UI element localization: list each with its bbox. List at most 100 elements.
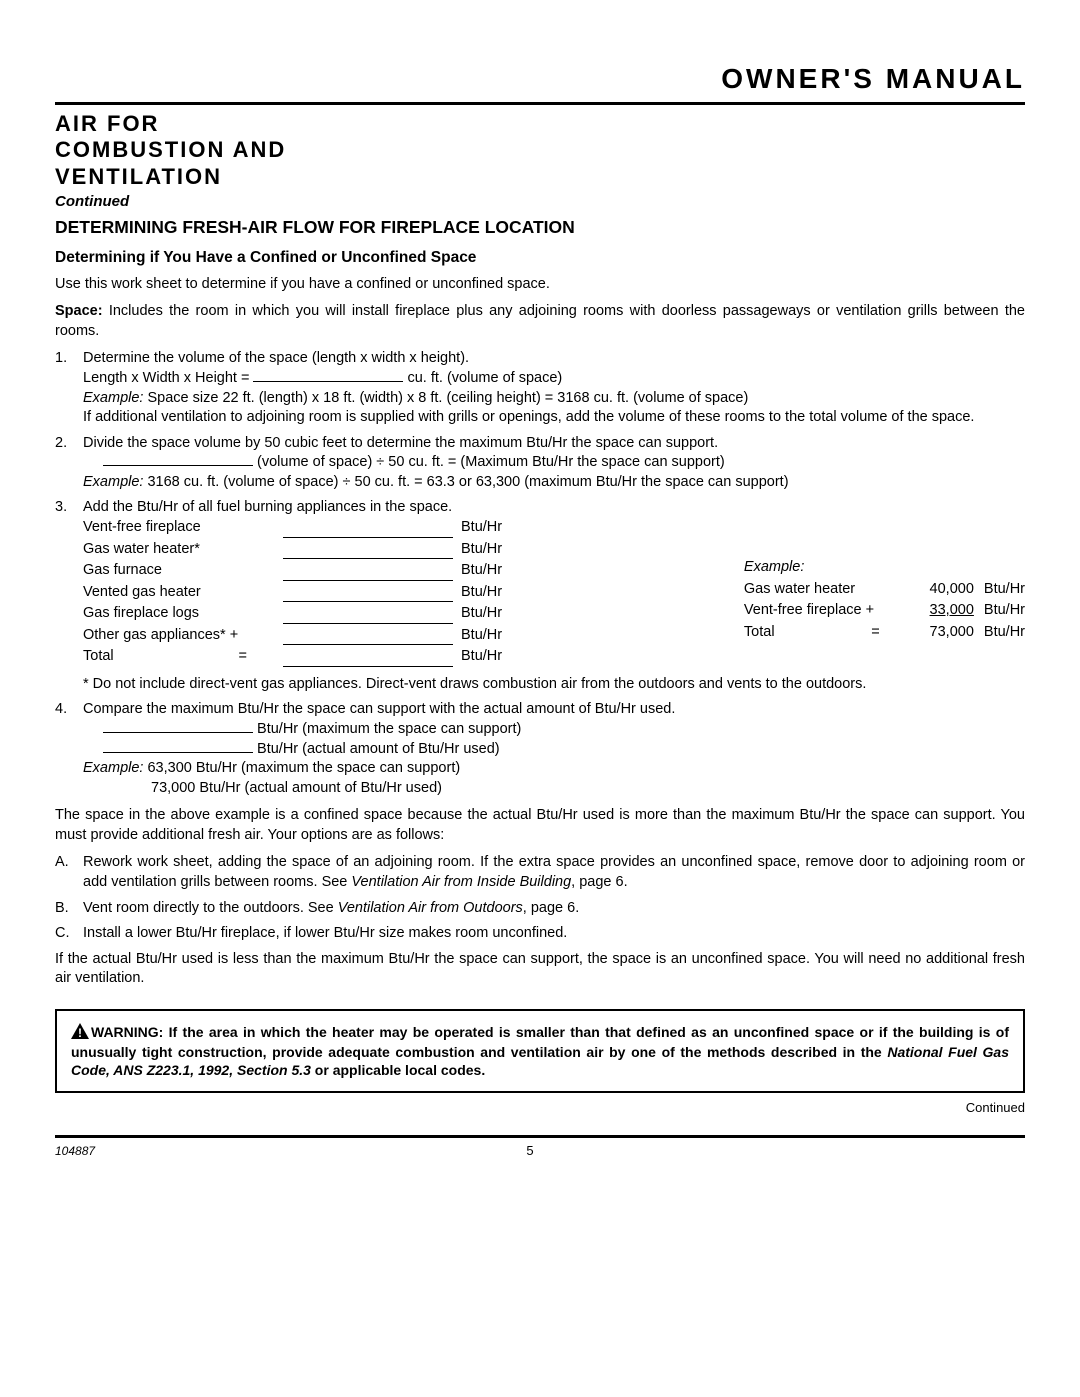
s2-formula-mid: (volume of space) ÷ 50 cu. ft. = (Maximu… bbox=[253, 454, 725, 470]
blank-line[interactable] bbox=[283, 626, 453, 646]
option-b-num: B. bbox=[55, 899, 83, 919]
step-3: 3. Add the Btu/Hr of all fuel burning ap… bbox=[55, 498, 1025, 669]
continued-footer-wrap: Continued bbox=[55, 1099, 1025, 1117]
space-definition: Space: Includes the room in which you wi… bbox=[55, 302, 1025, 341]
warning-icon: ! bbox=[71, 1023, 89, 1043]
appliance-label: Gas furnace bbox=[83, 561, 283, 581]
step-1-formula: Length x Width x Height = cu. ft. (volum… bbox=[83, 369, 1025, 389]
intro-text: Use this work sheet to determine if you … bbox=[55, 275, 1025, 295]
continued-footer: Continued bbox=[966, 1100, 1025, 1115]
subheading: DETERMINING FRESH-AIR FLOW FOR FIREPLACE… bbox=[55, 216, 1025, 240]
step-2: 2. Divide the space volume by 50 cubic f… bbox=[55, 434, 1025, 493]
warning-box: ! WARNING: If the area in which the heat… bbox=[55, 1009, 1025, 1094]
step-3-footnote: * Do not include direct-vent gas applian… bbox=[83, 675, 1025, 695]
example-column: Example: Gas water heater40,000Btu/Hr Ve… bbox=[744, 518, 1025, 669]
appliance-label: Vented gas heater bbox=[83, 583, 283, 603]
step-2-example: Example: 3168 cu. ft. (volume of space) … bbox=[83, 473, 1025, 493]
footer: 104887 5 bbox=[55, 1135, 1025, 1160]
blank-line[interactable] bbox=[283, 604, 453, 624]
ex-label: Gas water heater bbox=[744, 580, 904, 600]
step-3-text: Add the Btu/Hr of all fuel burning appli… bbox=[83, 498, 1025, 518]
ex-unit: Btu/Hr bbox=[984, 580, 1025, 600]
blank-line[interactable] bbox=[283, 647, 453, 667]
s4-suffix2: Btu/Hr (actual amount of Btu/Hr used) bbox=[253, 741, 500, 757]
appliance-row: Gas fireplace logs Btu/Hr bbox=[83, 604, 734, 624]
appliance-unit: Btu/Hr bbox=[461, 626, 502, 646]
appliance-unit: Btu/Hr bbox=[461, 604, 502, 624]
opt-b-pre: Vent room directly to the outdoors. See bbox=[83, 900, 338, 916]
blank-volume[interactable] bbox=[253, 381, 403, 382]
warning-post: or applicable local codes. bbox=[311, 1062, 485, 1078]
subsubheading: Determining if You Have a Confined or Un… bbox=[55, 248, 1025, 269]
ex-label: Vent-free fireplace + bbox=[744, 601, 904, 621]
step-4-line1: Btu/Hr (maximum the space can support) bbox=[83, 720, 1025, 740]
opt-a-ital: Ventilation Air from Inside Building bbox=[351, 874, 571, 890]
s1-formula-suffix: cu. ft. (volume of space) bbox=[403, 370, 562, 386]
blank-actual[interactable] bbox=[103, 752, 253, 753]
s2-example-text: 3168 cu. ft. (volume of space) ÷ 50 cu. … bbox=[143, 474, 788, 490]
options-list: A. Rework work sheet, adding the space o… bbox=[55, 853, 1025, 943]
appliance-label: Gas fireplace logs bbox=[83, 604, 283, 624]
appliance-row-total: Total = Btu/Hr bbox=[83, 647, 734, 667]
doc-number: 104887 bbox=[55, 1143, 95, 1159]
appliance-row: Other gas appliances* +Btu/Hr bbox=[83, 626, 734, 646]
step-3-num: 3. bbox=[55, 498, 83, 669]
example-row: Gas water heater40,000 Btu/Hr bbox=[744, 580, 1025, 600]
blank-line[interactable] bbox=[283, 540, 453, 560]
steps-list-cont: 4. Compare the maximum Btu/Hr the space … bbox=[55, 700, 1025, 798]
section-title-l3: VENTILATION bbox=[55, 164, 222, 189]
section-title-l1: AIR FOR bbox=[55, 111, 159, 136]
appliance-unit: Btu/Hr bbox=[461, 647, 502, 667]
step-4-num: 4. bbox=[55, 700, 83, 798]
appliance-unit: Btu/Hr bbox=[461, 583, 502, 603]
appliance-row: Vented gas heater Btu/Hr bbox=[83, 583, 734, 603]
option-b-body: Vent room directly to the outdoors. See … bbox=[83, 899, 1025, 919]
s1-example-label: Example: bbox=[83, 390, 143, 406]
space-label: Space: bbox=[55, 303, 103, 319]
step-1: 1. Determine the volume of the space (le… bbox=[55, 349, 1025, 427]
step-4-line2: Btu/Hr (actual amount of Btu/Hr used) bbox=[83, 740, 1025, 760]
opt-a-post: , page 6. bbox=[571, 874, 627, 890]
section-title: AIR FOR COMBUSTION AND VENTILATION bbox=[55, 111, 1025, 190]
appliance-row: Gas water heater*Btu/Hr bbox=[83, 540, 734, 560]
option-a: A. Rework work sheet, adding the space o… bbox=[55, 853, 1025, 892]
blank-max[interactable] bbox=[103, 732, 253, 733]
option-c: C. Install a lower Btu/Hr fireplace, if … bbox=[55, 924, 1025, 944]
svg-text:!: ! bbox=[78, 1026, 82, 1039]
appliance-column: Vent-free fireplaceBtu/Hr Gas water heat… bbox=[83, 518, 734, 669]
step-1-text: Determine the volume of the space (lengt… bbox=[83, 349, 1025, 369]
final-para: If the actual Btu/Hr used is less than t… bbox=[55, 950, 1025, 989]
blank-line[interactable] bbox=[283, 561, 453, 581]
appliance-label: Gas water heater* bbox=[83, 540, 283, 560]
ex-label: Total = bbox=[744, 623, 904, 643]
appliance-unit: Btu/Hr bbox=[461, 561, 502, 581]
step-4-example2: 73,000 Btu/Hr (actual amount of Btu/Hr u… bbox=[83, 779, 1025, 799]
s2-example-label: Example: bbox=[83, 474, 143, 490]
example-row: Vent-free fireplace +33,000Btu/Hr bbox=[744, 601, 1025, 621]
opt-b-post: , page 6. bbox=[523, 900, 579, 916]
section-title-l2: COMBUSTION AND bbox=[55, 137, 286, 162]
continued-label: Continued bbox=[55, 192, 1025, 212]
option-c-body: Install a lower Btu/Hr fireplace, if low… bbox=[83, 924, 1025, 944]
step-4: 4. Compare the maximum Btu/Hr the space … bbox=[55, 700, 1025, 798]
appliance-row: Vent-free fireplaceBtu/Hr bbox=[83, 518, 734, 538]
conclusion: The space in the above example is a conf… bbox=[55, 806, 1025, 845]
s4-ex-label: Example: bbox=[83, 760, 143, 776]
step-3-columns: Vent-free fireplaceBtu/Hr Gas water heat… bbox=[83, 518, 1025, 669]
step-1-note: If additional ventilation to adjoining r… bbox=[83, 408, 1025, 428]
blank-volume2[interactable] bbox=[103, 465, 253, 466]
example-row-total: Total =73,000Btu/Hr bbox=[744, 623, 1025, 643]
option-c-num: C. bbox=[55, 924, 83, 944]
appliance-label: Vent-free fireplace bbox=[83, 518, 283, 538]
blank-line[interactable] bbox=[283, 583, 453, 603]
blank-line[interactable] bbox=[283, 518, 453, 538]
space-text: Includes the room in which you will inst… bbox=[55, 303, 1025, 339]
step-4-text: Compare the maximum Btu/Hr the space can… bbox=[83, 700, 1025, 720]
warning-label: WARNING: bbox=[91, 1024, 163, 1040]
page-number: 5 bbox=[526, 1142, 533, 1160]
ex-val: 40,000 bbox=[904, 580, 974, 600]
step-2-formula: (volume of space) ÷ 50 cu. ft. = (Maximu… bbox=[83, 453, 1025, 473]
appliance-label: Total = bbox=[83, 647, 283, 667]
option-a-num: A. bbox=[55, 853, 83, 892]
s1-example-text: Space size 22 ft. (length) x 18 ft. (wid… bbox=[143, 390, 748, 406]
